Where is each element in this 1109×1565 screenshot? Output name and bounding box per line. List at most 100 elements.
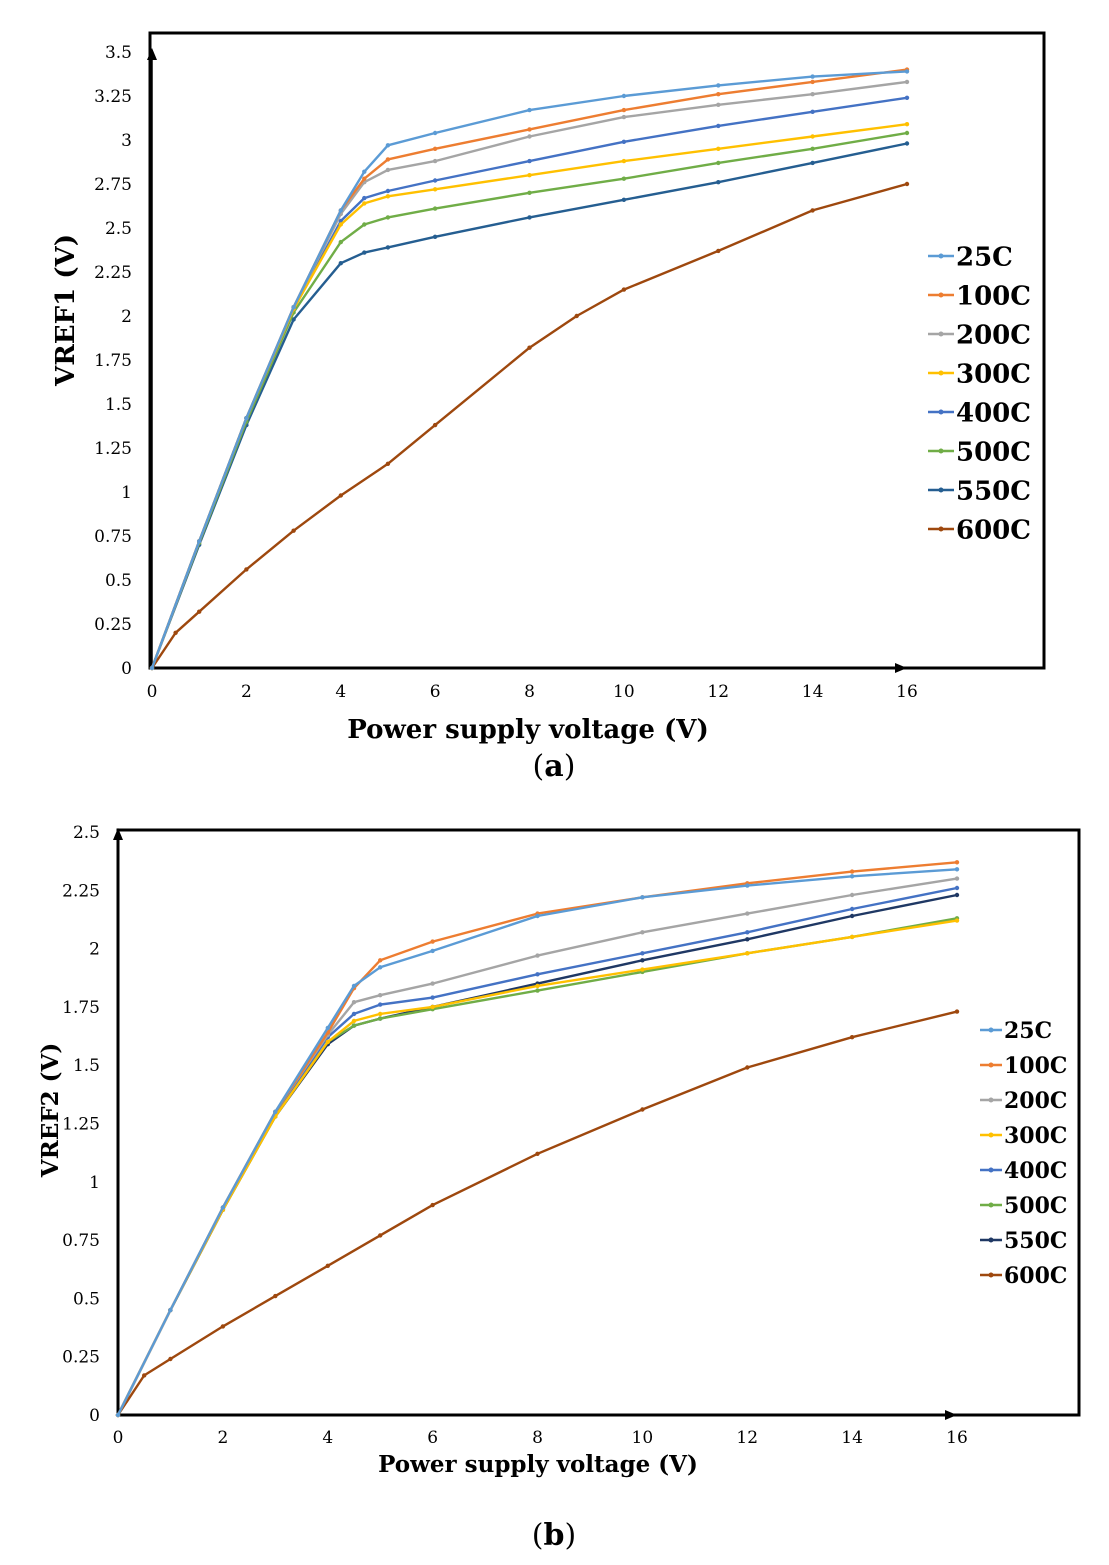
y-tick-label: 2.75 <box>94 175 132 195</box>
x-axis-title: Power supply voltage (V) <box>347 715 709 745</box>
series-line-550C <box>150 142 909 670</box>
data-point-25C <box>149 665 155 671</box>
y-tick-label: 1.25 <box>94 439 132 459</box>
data-point-25C <box>291 305 296 310</box>
data-point-100C <box>362 176 367 181</box>
data-point-400C <box>432 178 438 183</box>
data-point-600C <box>430 1202 435 1208</box>
data-point-200C <box>849 892 855 898</box>
legend-label: 200C <box>1004 1088 1067 1114</box>
data-point-300C <box>432 187 438 192</box>
legend-label: 25C <box>1004 1018 1052 1044</box>
data-point-600C <box>904 181 910 187</box>
data-point-300C <box>338 222 343 227</box>
data-point-25C <box>115 1412 121 1418</box>
data-point-400C <box>904 95 910 101</box>
y-tick-label: 1.5 <box>105 395 132 415</box>
data-point-200C <box>810 92 815 97</box>
data-point-500C <box>716 160 721 166</box>
data-point-100C <box>385 157 391 162</box>
data-point-300C <box>362 201 367 206</box>
data-point-25C <box>378 965 383 970</box>
data-point-550C <box>385 245 391 250</box>
legend-marker-icon <box>988 1272 994 1278</box>
y-tick-label: 0.5 <box>73 1289 100 1309</box>
y-tick-label: 3 <box>121 131 132 151</box>
data-point-400C <box>621 139 627 144</box>
legend-marker-icon <box>938 409 944 415</box>
data-point-550C <box>291 317 296 322</box>
data-point-200C <box>378 993 383 998</box>
y-axis-title: VREF2 (V) <box>37 1043 64 1178</box>
series-line-500C <box>150 131 909 670</box>
legend-marker-icon <box>938 331 944 337</box>
x-tick-label: 16 <box>946 1428 968 1448</box>
data-point-200C <box>621 114 627 120</box>
data-point-400C <box>527 158 532 164</box>
data-point-25C <box>904 69 910 74</box>
legend-marker-icon <box>988 1062 994 1068</box>
data-point-25C <box>849 874 855 879</box>
figure-b: 0 2 4 6 8 10 12 14 16 0 0.25 0.5 0.75 1 1.25 1.5 1.75 2 2.… <box>0 810 1109 1565</box>
data-point-500C <box>338 239 343 245</box>
data-point-100C <box>954 860 960 865</box>
data-point-550C <box>745 937 750 942</box>
data-point-25C <box>432 130 438 136</box>
y-tick-label: 0.75 <box>94 527 132 547</box>
data-point-200C <box>535 953 540 958</box>
legend-marker-icon <box>988 1097 994 1103</box>
data-point-400C <box>716 123 721 129</box>
data-point-25C <box>273 1109 278 1114</box>
data-point-100C <box>527 127 532 132</box>
legend-label: 500C <box>956 437 1031 467</box>
data-point-100C <box>716 92 721 97</box>
x-tick-label: 16 <box>896 682 918 702</box>
data-point-600C <box>220 1324 226 1329</box>
data-point-25C <box>362 169 367 174</box>
data-point-550C <box>527 215 532 220</box>
data-point-200C <box>954 876 960 881</box>
data-point-25C <box>640 895 645 900</box>
data-point-500C <box>535 988 540 993</box>
data-point-600C <box>385 461 391 466</box>
data-point-550C <box>849 913 855 919</box>
series-line-600C <box>150 182 909 670</box>
data-point-400C <box>535 972 540 977</box>
data-point-300C <box>716 146 721 151</box>
y-tick-label: 1 <box>89 1173 100 1193</box>
data-point-300C <box>527 173 532 178</box>
data-point-600C <box>527 345 532 350</box>
data-point-25C <box>168 1307 173 1313</box>
data-point-500C <box>527 190 532 195</box>
y-tick-label: 3.5 <box>105 43 132 63</box>
legend-marker-icon <box>988 1237 994 1243</box>
data-point-300C <box>325 1039 330 1045</box>
data-point-100C <box>378 958 383 963</box>
data-point-25C <box>351 983 357 989</box>
data-point-200C <box>745 911 750 916</box>
caption-paren-open: ( <box>533 749 545 784</box>
data-point-300C <box>378 1011 383 1017</box>
data-point-100C <box>849 869 855 874</box>
data-point-400C <box>810 109 815 115</box>
x-axis-title: Power supply voltage (V) <box>378 1451 698 1478</box>
data-point-400C <box>430 995 435 1000</box>
y-tick-label: 1.5 <box>73 1056 100 1076</box>
y-axis-arrow-icon <box>147 48 157 60</box>
data-point-600C <box>432 422 438 428</box>
y-tick-label: 2.5 <box>105 219 132 239</box>
legend-label: 100C <box>1004 1053 1067 1079</box>
data-point-600C <box>142 1373 147 1378</box>
data-point-25C <box>244 415 249 421</box>
y-tick-label: 2.5 <box>73 823 100 843</box>
data-point-600C <box>338 493 343 498</box>
legend-marker-icon <box>938 370 944 376</box>
data-point-500C <box>378 1016 383 1021</box>
legend-label: 300C <box>1004 1123 1067 1149</box>
data-point-25C <box>197 539 202 544</box>
data-point-500C <box>810 146 815 151</box>
data-point-300C <box>385 194 391 199</box>
y-tick-label: 1.25 <box>62 1115 100 1135</box>
x-tick-label: 2 <box>217 1428 228 1448</box>
figure-caption: (b) <box>532 1518 576 1553</box>
